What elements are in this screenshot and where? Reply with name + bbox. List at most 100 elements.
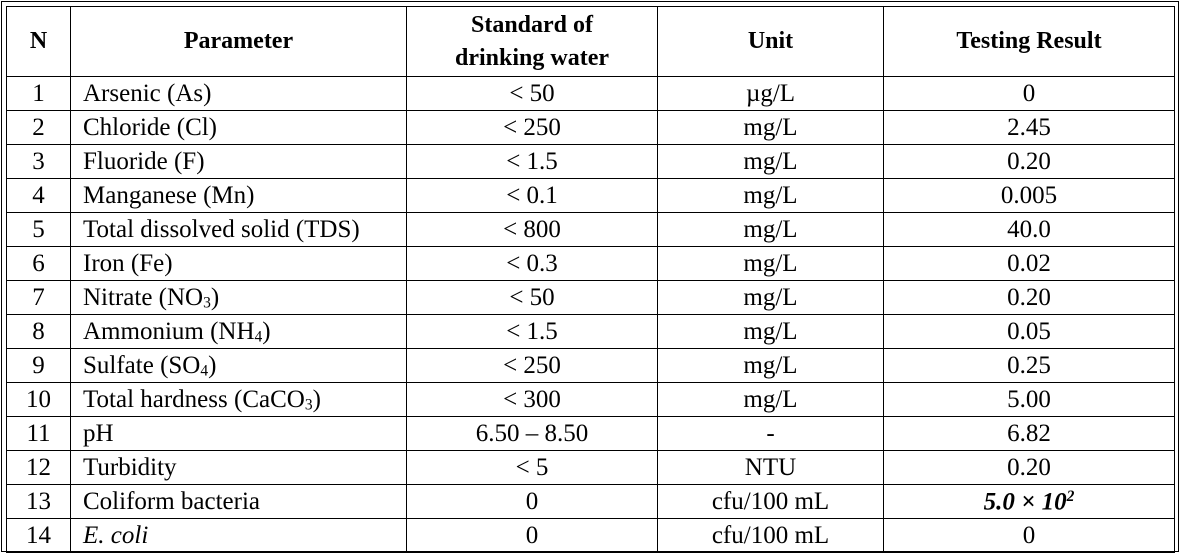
parameter-name: Sulfate (SO — [83, 351, 201, 379]
header-standard-line1: Standard of — [470, 12, 594, 39]
standard-cell: < 1.5 — [406, 314, 658, 349]
water-quality-table: N Parameter Standard of drinking water U… — [6, 6, 1175, 553]
table-row: 8 Ammonium (NH4) < 1.5 mg/L 0.05 — [6, 314, 1175, 349]
standard-cell: < 5 — [406, 450, 658, 485]
standard-cell: < 1.5 — [406, 144, 658, 179]
parameter-cell: pH — [70, 416, 407, 451]
unit-cell: mg/L — [657, 212, 884, 247]
subscript: 4 — [200, 361, 209, 379]
parameter-cell: Sulfate (SO4) — [70, 348, 407, 383]
result-cell: 0.20 — [883, 144, 1175, 179]
parameter-tail: ) — [262, 317, 271, 345]
table-row: 6 Iron (Fe) < 0.3 mg/L 0.02 — [6, 246, 1175, 281]
parameter-tail: ) — [208, 351, 217, 379]
parameter-name: Iron (Fe) — [83, 250, 173, 277]
standard-cell: < 50 — [406, 280, 658, 315]
header-row: N Parameter Standard of drinking water U… — [6, 6, 1175, 77]
parameter-name: Total hardness (CaCO — [83, 385, 305, 413]
parameter-name: Manganese (Mn) — [83, 182, 255, 209]
table-row: 5 Total dissolved solid (TDS) < 800 mg/L… — [6, 212, 1175, 247]
result-cell: 40.0 — [883, 212, 1175, 247]
table-row: 14 E. coli 0 cfu/100 mL 0 — [6, 518, 1175, 553]
row-number: 9 — [6, 348, 71, 383]
row-number: 7 — [6, 280, 71, 315]
superscript: 2 — [1066, 487, 1075, 505]
result-cell: 0.25 — [883, 348, 1175, 383]
standard-cell: 6.50 – 8.50 — [406, 416, 658, 451]
row-number: 1 — [6, 76, 71, 111]
parameter-name: E. coli — [83, 522, 149, 549]
parameter-tail: ) — [312, 385, 321, 413]
unit-cell: mg/L — [657, 280, 884, 315]
result-cell: 0.02 — [883, 246, 1175, 281]
result-cell: 5.00 — [883, 382, 1175, 417]
standard-cell: < 800 — [406, 212, 658, 247]
header-standard-line2: drinking water — [454, 44, 609, 71]
header-n: N — [6, 6, 71, 77]
parameter-name: Coliform bacteria — [83, 488, 261, 515]
unit-cell: - — [657, 416, 884, 451]
parameter-cell: Coliform bacteria — [70, 484, 407, 519]
header-unit: Unit — [657, 6, 884, 77]
unit-cell: cfu/100 mL — [657, 484, 884, 519]
standard-cell: < 0.3 — [406, 246, 658, 281]
row-number: 8 — [6, 314, 71, 349]
parameter-tail: ) — [210, 283, 220, 311]
result-cell: 0.20 — [883, 280, 1175, 315]
row-number: 14 — [6, 518, 71, 553]
standard-cell: < 250 — [406, 110, 658, 145]
unit-cell: cfu/100 mL — [657, 518, 884, 553]
result-cell: 0.20 — [883, 450, 1175, 485]
result-cell: 0 — [883, 76, 1175, 111]
parameter-cell: Chloride (Cl) — [70, 110, 407, 145]
standard-cell: < 250 — [406, 348, 658, 383]
table-row: 13 Coliform bacteria 0 cfu/100 mL 5.0 × … — [6, 484, 1175, 519]
parameter-cell: Manganese (Mn) — [70, 178, 407, 213]
parameter-cell: Turbidity — [70, 450, 407, 485]
standard-cell: 0 — [406, 484, 658, 519]
standard-cell: < 300 — [406, 382, 658, 417]
header-parameter: Parameter — [70, 6, 407, 77]
row-number: 12 — [6, 450, 71, 485]
parameter-cell: Arsenic (As) — [70, 76, 407, 111]
table-row: 2 Chloride (Cl) < 250 mg/L 2.45 — [6, 110, 1175, 145]
row-number: 2 — [6, 110, 71, 145]
parameter-cell: Nitrate (NO3) — [70, 280, 407, 315]
parameter-cell: E. coli — [70, 518, 407, 553]
unit-cell: mg/L — [657, 382, 884, 417]
row-number: 10 — [6, 382, 71, 417]
result-value: 5.0 × 10 — [983, 488, 1067, 516]
table-row: 11 pH 6.50 – 8.50 - 6.82 — [6, 416, 1175, 451]
subscript: 3 — [304, 395, 313, 413]
parameter-name: Ammonium (NH — [83, 317, 255, 345]
row-number: 6 — [6, 246, 71, 281]
parameter-name: Fluoride (F) — [83, 148, 205, 175]
unit-cell: mg/L — [657, 144, 884, 179]
result-cell: 0 — [883, 518, 1175, 553]
header-standard: Standard of drinking water — [406, 6, 658, 77]
table-row: 9 Sulfate (SO4) < 250 mg/L 0.25 — [6, 348, 1175, 383]
row-number: 13 — [6, 484, 71, 519]
parameter-name: Arsenic (As) — [83, 80, 212, 107]
parameter-name: Nitrate (NO — [83, 283, 204, 311]
header-result: Testing Result — [883, 6, 1175, 77]
row-number: 3 — [6, 144, 71, 179]
standard-cell: < 0.1 — [406, 178, 658, 213]
result-cell: 0.05 — [883, 314, 1175, 349]
row-number: 5 — [6, 212, 71, 247]
unit-cell: mg/L — [657, 348, 884, 383]
parameter-cell: Iron (Fe) — [70, 246, 407, 281]
standard-cell: 0 — [406, 518, 658, 553]
unit-cell: NTU — [657, 450, 884, 485]
unit-cell: mg/L — [657, 110, 884, 145]
subscript: 4 — [254, 327, 263, 345]
table-row: 7 Nitrate (NO3) < 50 mg/L 0.20 — [6, 280, 1175, 315]
table-row: 3 Fluoride (F) < 1.5 mg/L 0.20 — [6, 144, 1175, 179]
table-row: 1 Arsenic (As) < 50 µg/L 0 — [6, 76, 1175, 111]
parameter-name: Chloride (Cl) — [83, 114, 218, 141]
result-cell: 0.005 — [883, 178, 1175, 213]
parameter-cell: Ammonium (NH4) — [70, 314, 407, 349]
result-cell-highlighted: 5.0 × 102 — [883, 484, 1175, 519]
table-row: 12 Turbidity < 5 NTU 0.20 — [6, 450, 1175, 485]
subscript: 3 — [203, 293, 211, 311]
